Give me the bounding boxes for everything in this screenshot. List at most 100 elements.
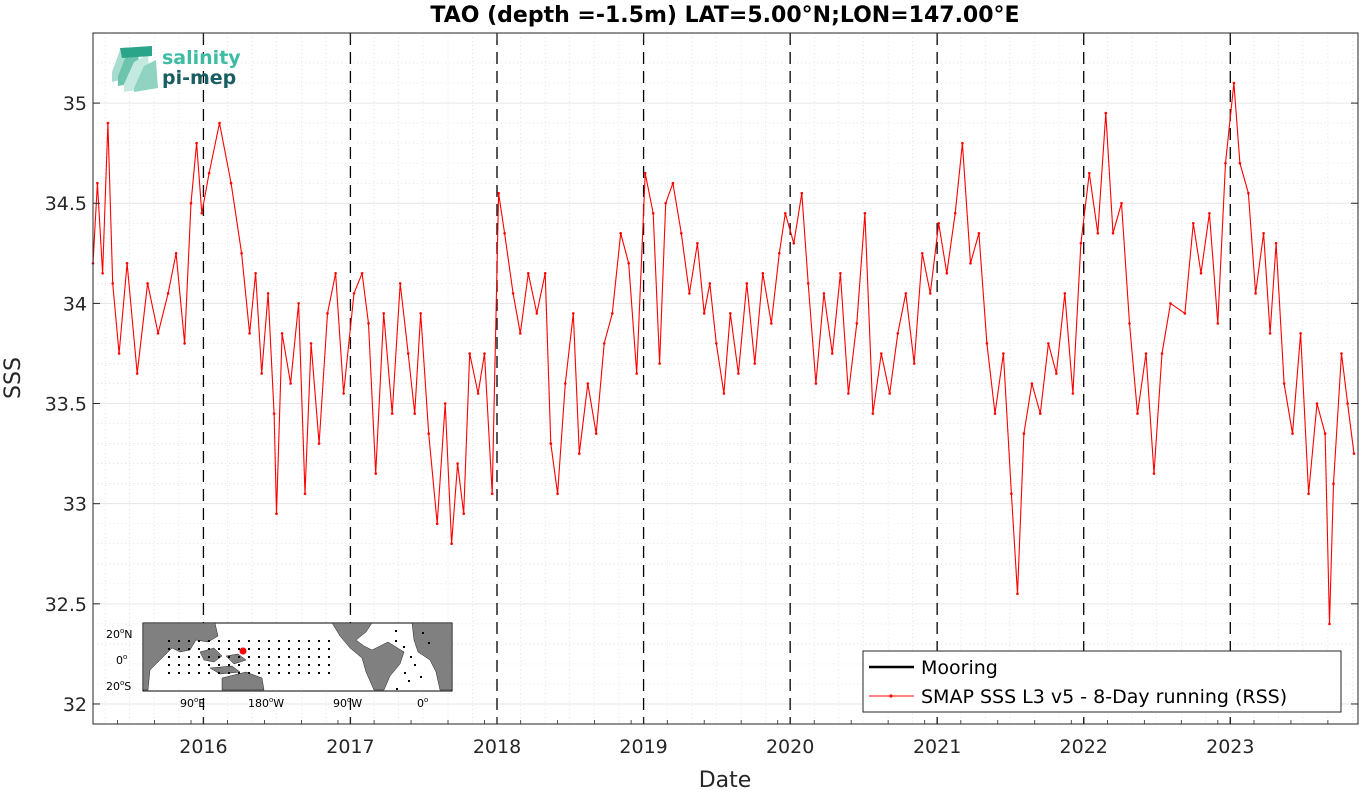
smap-data-point <box>367 322 370 325</box>
series-layer <box>91 81 1356 626</box>
inset-buoy-dot <box>328 664 330 666</box>
smap-data-point <box>708 282 712 285</box>
smap-data-point <box>702 312 706 315</box>
smap-data-point <box>413 412 417 415</box>
inset-buoy-dot <box>258 656 260 658</box>
smap-data-point <box>1160 352 1164 355</box>
y-tick-label: 33 <box>63 494 87 516</box>
inset-lon-0: 0o <box>417 696 428 710</box>
inset-buoy-dot <box>395 630 397 632</box>
smap-data-point <box>468 352 472 355</box>
x-axis-label: Date <box>699 768 752 790</box>
smap-data-point <box>635 372 638 375</box>
smap-data-point <box>1183 312 1187 315</box>
smap-data-point <box>658 362 661 365</box>
inset-buoy-dot <box>198 640 200 642</box>
inset-buoy-dot <box>288 648 290 650</box>
smap-data-point <box>1055 372 1058 375</box>
smap-data-point <box>1307 492 1310 496</box>
smap-data-point <box>166 292 170 295</box>
smap-data-point <box>497 191 500 195</box>
inset-location-map: 20oN 0o 20oS 90oE 180oW 90oW 0o <box>106 622 453 710</box>
inset-buoy-dot <box>308 656 310 658</box>
inset-buoy-dot <box>298 664 300 666</box>
smap-data-point <box>398 282 402 285</box>
smap-data-point <box>969 262 972 265</box>
inset-buoy-dot <box>318 648 320 650</box>
inset-buoy-dot <box>178 640 180 642</box>
smap-series-line <box>92 82 1355 625</box>
smap-data-point <box>1328 622 1331 626</box>
smap-data-point <box>189 201 193 205</box>
smap-data-point <box>146 282 149 285</box>
inset-lon-90e: 90oE <box>180 696 205 710</box>
smap-data-point <box>784 212 787 215</box>
inset-buoy-dot <box>248 656 250 658</box>
inset-buoy-dot <box>218 672 220 674</box>
inset-buoy-dot <box>258 664 260 666</box>
inset-lon-180w: 180oW <box>248 696 284 710</box>
smap-data-point <box>1144 352 1148 355</box>
smap-data-point <box>814 382 818 385</box>
inset-buoy-dot <box>208 656 210 658</box>
smap-data-point <box>207 171 211 175</box>
smap-data-point <box>1079 242 1083 245</box>
inset-buoy-dot <box>168 664 170 666</box>
inset-buoy-dot <box>422 632 424 634</box>
smap-data-point <box>1274 242 1278 245</box>
smap-data-point <box>427 432 431 435</box>
smap-data-point <box>961 141 964 145</box>
inset-buoy-dot <box>318 664 320 666</box>
inset-buoy-dot <box>198 672 200 674</box>
inset-buoy-dot <box>188 664 190 666</box>
smap-data-point <box>275 512 278 515</box>
smap-data-point <box>822 292 826 295</box>
smap-data-point <box>443 402 447 405</box>
smap-data-point <box>627 262 630 265</box>
inset-buoy-dot <box>404 672 406 674</box>
inset-buoy-dot <box>248 672 250 674</box>
smap-data-point <box>174 252 178 255</box>
legend-box <box>862 650 1342 713</box>
year-boundary-lines <box>202 33 1231 724</box>
inset-buoy-dot <box>208 648 210 650</box>
smap-data-point <box>1315 402 1319 405</box>
smap-data-point <box>1299 332 1302 335</box>
smap-data-point <box>745 282 749 285</box>
smap-data-point <box>839 272 842 275</box>
legend: Mooring SMAP SSS L3 v5 - 8-Day running (… <box>862 650 1342 713</box>
inset-buoy-dot <box>238 640 240 642</box>
inset-buoy-dot <box>298 672 300 674</box>
inset-buoy-dot <box>218 648 220 650</box>
inset-buoy-dot <box>268 664 270 666</box>
inset-buoy-dot <box>228 656 230 658</box>
smap-data-point <box>218 121 221 125</box>
y-tick-label: 34.5 <box>45 193 87 215</box>
x-tick-label: 2016 <box>179 736 227 758</box>
smap-data-point <box>360 272 364 275</box>
smap-data-point <box>863 212 867 215</box>
smap-data-point <box>904 292 908 295</box>
smap-data-point <box>1022 432 1026 435</box>
smap-data-point <box>1346 402 1349 405</box>
smap-data-point <box>1199 272 1203 275</box>
smap-data-point <box>800 191 804 195</box>
smap-data-point <box>912 362 916 365</box>
inset-buoy-dot <box>188 648 190 650</box>
smap-data-point <box>831 352 834 355</box>
smap-data-point <box>435 522 439 525</box>
inset-lat-20s: 20oS <box>106 679 131 693</box>
smap-data-point <box>1120 201 1123 205</box>
x-tick-label: 2019 <box>619 736 667 758</box>
smap-data-point <box>729 312 732 315</box>
smap-data-point <box>1104 111 1108 115</box>
smap-data-point <box>855 322 859 325</box>
smap-data-point <box>945 272 949 275</box>
smap-data-point <box>462 512 466 515</box>
smap-data-point <box>266 292 270 295</box>
inset-buoy-dot <box>228 648 230 650</box>
smap-data-point <box>503 232 506 235</box>
inset-buoy-dot <box>298 640 300 642</box>
smap-data-point <box>1152 472 1156 475</box>
inset-land-australia <box>221 671 265 691</box>
